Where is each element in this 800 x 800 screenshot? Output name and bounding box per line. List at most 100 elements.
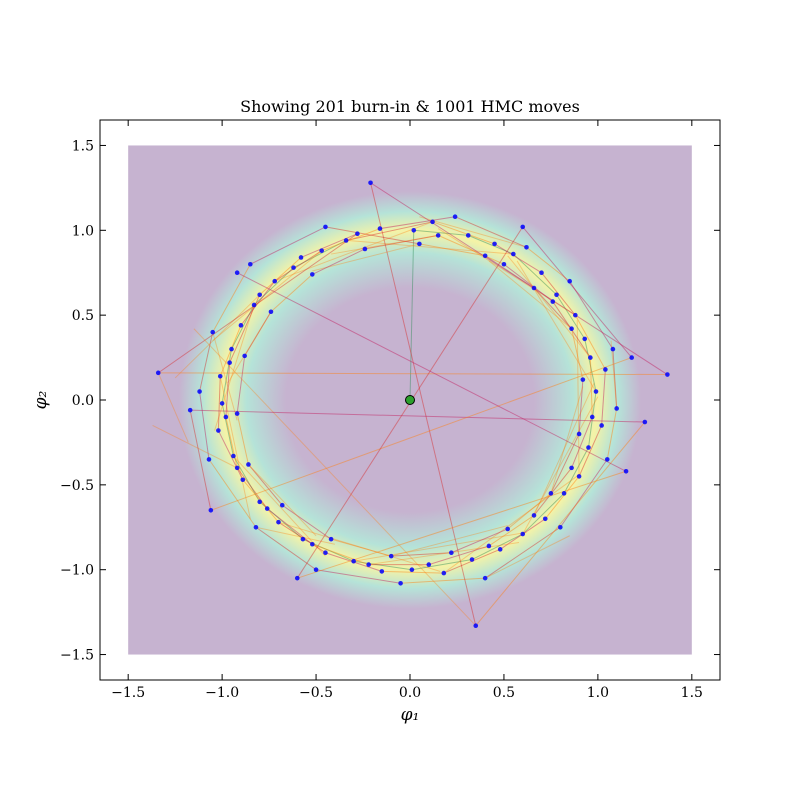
- x-tick-label: −1.0: [205, 685, 239, 701]
- sample-point: [665, 372, 670, 377]
- y-tick-label: 1.0: [72, 223, 94, 239]
- chain-path-segment: [221, 349, 233, 404]
- chain-path-segment: [488, 514, 535, 547]
- chain-path-segment: [152, 425, 238, 469]
- sample-point: [351, 558, 356, 564]
- sample-point: [539, 270, 544, 276]
- sample-point: [588, 355, 593, 360]
- sample-point: [362, 246, 368, 252]
- chain-path-segment: [381, 570, 444, 574]
- sample-point: [629, 355, 634, 360]
- sample-points: [155, 180, 670, 628]
- chain-paths: [152, 182, 668, 627]
- sample-point: [520, 531, 526, 537]
- chain-path-segment: [550, 433, 580, 494]
- chain-path-segment: [419, 243, 486, 257]
- x-tick-label: 1.0: [587, 685, 609, 701]
- chain-path-segment: [231, 304, 255, 350]
- chain-path-segment: [158, 372, 668, 376]
- chain-path-segment: [516, 260, 597, 392]
- sample-point: [187, 407, 193, 413]
- sample-point: [268, 309, 274, 315]
- chain-path-segment: [212, 331, 238, 421]
- chain-path-segment: [574, 314, 606, 370]
- chain-path-segment: [346, 221, 433, 241]
- chain-path-segment: [259, 257, 302, 296]
- sample-point: [582, 336, 588, 342]
- start-point-marker: [405, 395, 415, 405]
- y-tick-label: 0.0: [72, 393, 94, 409]
- sample-point: [300, 536, 306, 542]
- chain-path-segment: [576, 320, 580, 477]
- chain-path-segment: [353, 560, 412, 571]
- chain-path-segment: [370, 182, 668, 375]
- chain-path-segment: [507, 255, 591, 358]
- sample-point: [208, 508, 214, 513]
- sample-point: [569, 326, 574, 332]
- chain-path-segment: [526, 246, 571, 282]
- sample-point: [411, 228, 417, 233]
- chain-path-segment: [400, 577, 486, 584]
- y-tick-label: −1.5: [60, 648, 94, 664]
- chain-path-segment: [601, 369, 606, 426]
- chain-path-segment: [451, 528, 508, 554]
- sample-point: [580, 377, 586, 382]
- chain-path-segment: [233, 455, 326, 557]
- sample-point: [377, 226, 383, 231]
- sample-point: [368, 180, 373, 186]
- sample-point: [623, 468, 629, 474]
- chain-path-segment: [484, 526, 561, 579]
- sample-point: [409, 567, 415, 572]
- chain-path-segment: [157, 372, 189, 443]
- chain-path-segment: [244, 311, 272, 357]
- chain-path-segment: [409, 230, 415, 401]
- chain-path-segment: [488, 260, 572, 330]
- sample-point: [242, 353, 247, 359]
- sample-point: [492, 241, 497, 247]
- x-tick-label: −1.5: [111, 685, 145, 701]
- chain-path-segment: [236, 272, 627, 472]
- chain-path-segment: [347, 239, 514, 255]
- chain-path-segment: [533, 467, 572, 516]
- chain-path-segment: [391, 552, 452, 557]
- sample-point: [323, 224, 328, 230]
- sample-point: [430, 219, 435, 225]
- sample-point: [589, 414, 595, 420]
- sample-point: [642, 419, 648, 425]
- sample-point: [272, 278, 278, 284]
- chain-path-segment: [437, 234, 505, 265]
- chain-path-segment: [584, 338, 597, 392]
- sample-point: [569, 465, 574, 471]
- sample-point: [554, 292, 559, 298]
- chain-path-segment: [370, 182, 477, 626]
- sample-point: [465, 233, 471, 238]
- chain-path-segment: [221, 403, 234, 457]
- chain-path-segment: [189, 410, 212, 511]
- x-tick-label: −0.5: [299, 685, 333, 701]
- sample-point: [240, 477, 246, 483]
- chain-path-segment: [214, 304, 255, 431]
- sample-point: [216, 428, 221, 433]
- chain-path-segment: [274, 221, 433, 282]
- sample-point: [253, 524, 259, 530]
- sample-point: [219, 401, 225, 406]
- chain-path-segment: [494, 243, 542, 274]
- chain-path-segment: [248, 464, 317, 537]
- sample-point: [417, 241, 422, 247]
- sample-point: [567, 278, 572, 284]
- sample-point: [576, 474, 582, 479]
- sample-point: [497, 547, 503, 552]
- y-tick-label: 1.5: [72, 138, 94, 154]
- sample-point: [586, 445, 591, 450]
- sample-point: [206, 457, 212, 462]
- sample-point: [524, 244, 529, 250]
- chain-path-segment: [232, 455, 261, 503]
- x-tick-label: 0.0: [399, 685, 421, 701]
- sample-point: [328, 536, 334, 542]
- chain-path-segment: [484, 535, 570, 579]
- y-tick-label: −1.0: [60, 563, 94, 579]
- x-tick-label: 0.5: [493, 685, 515, 701]
- sample-point: [291, 265, 296, 270]
- chain-path-segment: [315, 569, 401, 584]
- chain-path-segment: [225, 362, 231, 418]
